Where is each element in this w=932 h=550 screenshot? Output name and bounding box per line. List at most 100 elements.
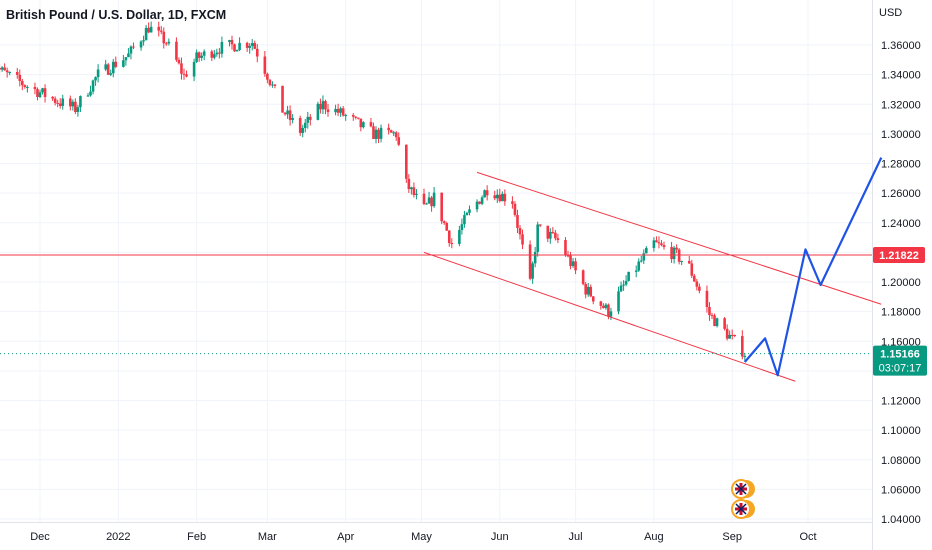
candle-body [639, 260, 643, 262]
candle-body [627, 271, 630, 281]
candle-body [511, 201, 514, 204]
candle-body [397, 137, 401, 145]
candle-body [440, 192, 443, 222]
candle-body [271, 84, 274, 86]
uk-flag-icon-diag [735, 483, 747, 495]
candle-body [372, 126, 375, 139]
candle-body [15, 72, 19, 75]
candle-body [571, 261, 575, 267]
candle-body [495, 194, 499, 199]
candle-body [354, 116, 358, 118]
candle-body [698, 286, 701, 291]
candle-body [728, 334, 731, 339]
candle-body [546, 225, 550, 239]
candle-body [680, 260, 683, 262]
candle-body [344, 115, 347, 117]
candle-body [549, 231, 552, 239]
candle-body [303, 122, 307, 129]
channel-upper-line[interactable] [476, 171, 882, 305]
candle-body [351, 115, 355, 117]
horizontal-level-label: 1.21822 [879, 250, 919, 262]
candle-body [248, 45, 251, 48]
candle-body [185, 74, 188, 77]
candle-body [359, 118, 363, 128]
candle-body [253, 43, 257, 49]
y-tick-label: 1.34000 [881, 70, 921, 82]
y-tick-label: 1.32000 [881, 99, 921, 111]
candle-body [21, 80, 24, 86]
candle-body [377, 129, 380, 139]
candle-body [319, 103, 322, 110]
projection-path[interactable] [743, 157, 883, 377]
candle-body [607, 304, 610, 317]
y-tick-label: 1.08000 [881, 455, 921, 467]
candle-body [197, 52, 201, 58]
candle-body [61, 98, 65, 106]
candle-body [177, 59, 181, 64]
candle-body [389, 130, 393, 133]
candle-body [43, 88, 47, 98]
candle-body [733, 335, 737, 337]
candle-body [465, 212, 469, 216]
candle-body [268, 79, 272, 85]
candle-body [273, 84, 277, 86]
candle-body [430, 197, 433, 207]
candle-body [362, 122, 365, 128]
x-tick-label: May [411, 531, 432, 543]
candle-body [324, 101, 327, 110]
y-tick-label: 1.04000 [881, 514, 921, 526]
candle-body [551, 231, 555, 233]
candle-body [245, 42, 249, 48]
candle-body [195, 52, 198, 62]
candle-body [228, 40, 231, 42]
candle-body [741, 336, 744, 357]
candle-body [687, 260, 691, 264]
candle-body [599, 301, 603, 306]
candle-body [407, 178, 411, 190]
x-tick-label: Dec [30, 531, 50, 543]
candle-body [38, 92, 42, 98]
candle-body [425, 203, 428, 205]
candle-body [369, 122, 373, 127]
candle-body [556, 238, 560, 241]
candle-body [210, 51, 214, 58]
candle-body [144, 27, 148, 41]
candle-body [114, 61, 118, 67]
candle-body [291, 118, 294, 120]
candle-body [536, 224, 539, 252]
candle-body [96, 69, 100, 78]
candle-body [235, 49, 239, 52]
candle-body [501, 193, 504, 202]
candle-body [157, 26, 161, 31]
candle-body [122, 60, 125, 67]
channel-lower-line[interactable] [423, 251, 796, 382]
horizontal-level-label-bg [873, 247, 925, 264]
candle-body [672, 247, 676, 260]
candle-body [127, 53, 130, 58]
candle-body [162, 31, 166, 44]
x-tick-label: Feb [187, 531, 206, 543]
candle-body [538, 224, 542, 226]
candle-body [392, 132, 395, 134]
candle-body [622, 284, 625, 286]
candle-body [574, 261, 577, 271]
candle-body [715, 318, 719, 327]
current-price-label: 1.15166 [880, 349, 920, 361]
candle-body [109, 73, 113, 75]
candle-body [56, 102, 59, 104]
x-tick-label: 2022 [106, 531, 130, 543]
x-tick-label: Oct [799, 531, 816, 543]
candle-body [374, 129, 378, 139]
candle-body [147, 27, 150, 33]
candle-body [0, 68, 1, 70]
candle-body [149, 26, 153, 33]
uk-flag-icon-diag [735, 503, 747, 515]
candle-body [589, 286, 593, 297]
candle-body [23, 85, 27, 88]
candle-body [410, 187, 413, 190]
y-tick-label: 1.10000 [881, 425, 921, 437]
candle-body [584, 284, 587, 295]
candle-body [281, 85, 284, 113]
